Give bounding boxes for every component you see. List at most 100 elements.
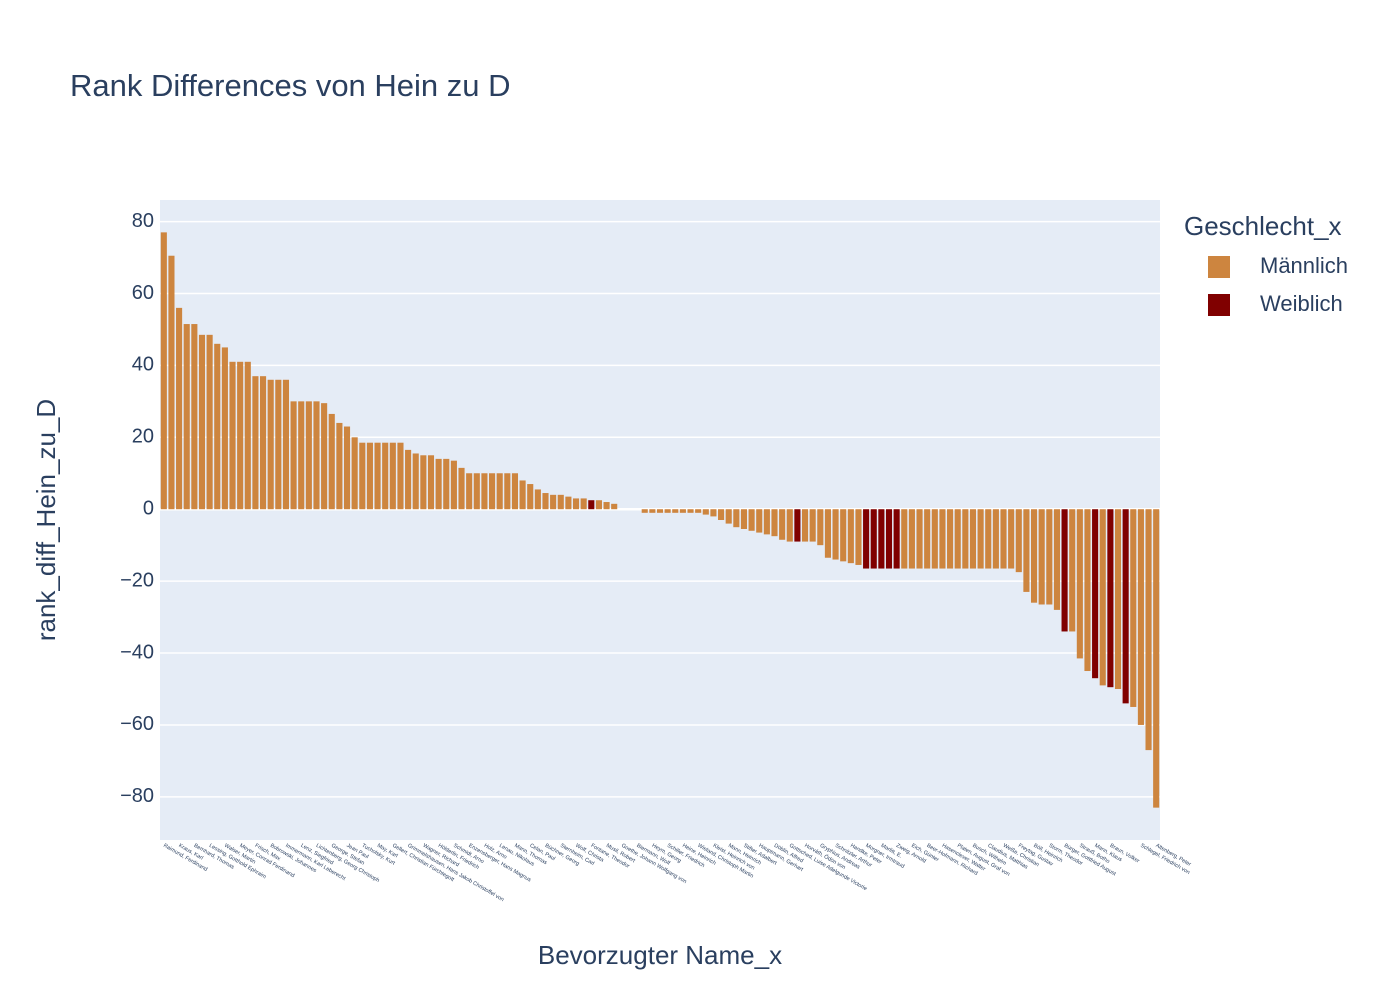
x-axis-title: Bevorzugter Name_x [538,940,782,970]
bar [801,509,809,542]
y-tick-label: 20 [132,426,154,448]
bar [191,324,198,510]
bar [1023,509,1030,592]
bar [840,509,847,562]
bar [672,509,679,513]
legend-title: Geschlecht_x [1184,211,1342,241]
bar [992,509,999,569]
chart-title: Rank Differences von Hein zu D [70,68,511,103]
bar [466,473,473,510]
bar [702,509,709,515]
y-tick-label: 40 [132,354,154,376]
y-tick-label: 0 [143,497,154,519]
y-tick-label: −80 [120,785,154,807]
bar [313,401,320,510]
legend-swatch [1208,256,1230,278]
bar [237,361,244,510]
legend-swatch [1208,294,1230,316]
bar [260,376,267,510]
bar [427,455,435,510]
bar [328,413,335,510]
bar [649,509,656,513]
legend-label: Weiblich [1260,291,1343,316]
bar [405,449,412,510]
bar [656,509,664,513]
bar [1107,509,1114,688]
bar [786,509,793,542]
bar [924,509,931,569]
bar [160,232,167,510]
bar [817,509,824,546]
bar [290,401,297,510]
bar [1038,509,1045,605]
bar [244,361,251,510]
bar [885,509,893,569]
bar [710,509,717,517]
bar [176,307,183,510]
bar [794,509,801,542]
bar [351,437,358,510]
bar [183,324,190,510]
bar [450,460,457,510]
bar [1053,509,1060,610]
bar [389,442,396,510]
bar [336,422,343,510]
y-axis-title: rank_diff_Hein_zu_D [31,399,61,641]
bar [908,509,915,569]
bar [1000,509,1007,569]
bar [1099,509,1106,686]
bar [481,473,488,510]
bar [931,509,938,569]
bar [664,509,671,513]
bar [595,500,602,510]
bar [1153,509,1160,808]
bar [1084,509,1091,672]
bar [977,509,984,569]
bar [275,379,282,510]
bar [282,379,290,510]
bar [1046,509,1053,605]
bar [733,509,740,528]
bar [412,453,419,510]
bar [603,502,610,510]
bar [870,509,877,569]
bar [565,496,572,510]
bar [1008,509,1015,569]
bar [168,255,175,510]
bar [206,334,213,510]
bar [679,509,686,513]
bar [359,442,366,510]
bar [366,442,373,510]
bar [1030,509,1038,603]
bar [420,455,427,510]
bar [527,484,534,510]
bar [1137,509,1144,725]
bar [832,509,839,560]
bar [542,493,549,510]
bar [893,509,900,569]
bar [1061,509,1068,632]
bar [267,379,274,510]
bar [901,509,908,569]
bar [824,509,831,558]
bar [252,376,259,510]
bar [435,458,442,510]
bar [1092,509,1099,679]
bar [756,509,763,533]
bar [771,509,778,537]
bar [1015,509,1022,573]
legend-label: Männlich [1260,253,1348,278]
bar [343,426,351,510]
bar [763,509,770,535]
bar [458,467,465,510]
bar [489,473,496,510]
y-tick-label: −40 [120,641,154,663]
y-tick-label: −60 [120,713,154,735]
bar [214,343,221,510]
bar [397,442,404,510]
bar [321,403,328,510]
bar [855,509,862,565]
bar [962,509,969,569]
bar [382,442,389,510]
bar [611,503,618,510]
